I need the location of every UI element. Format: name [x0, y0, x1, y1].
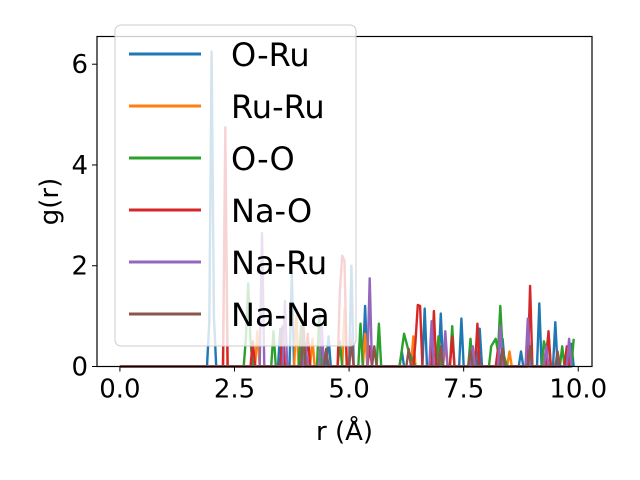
- legend: O-Ru Ru-Ru O-O Na-O Na-Ru Na-Na: [114, 24, 357, 347]
- legend-label-o-o: O-O: [231, 140, 295, 178]
- y-tick-label: 6: [71, 50, 88, 80]
- x-tick-label: 7.5: [443, 375, 484, 405]
- legend-label-na-o: Na-O: [231, 192, 312, 230]
- y-axis: 0 2 4 6: [71, 50, 97, 383]
- legend-label-o-ru: O-Ru: [231, 36, 310, 74]
- x-tick-label: 5.0: [328, 375, 369, 405]
- x-tick-label: 2.5: [214, 375, 255, 405]
- x-axis: 0.0 2.5 5.0 7.5 10.0: [99, 366, 607, 405]
- x-axis-label: r (Å): [316, 415, 373, 447]
- x-tick-label: 10.0: [549, 375, 607, 405]
- y-axis-label: g(r): [35, 178, 65, 225]
- x-tick-label: 0.0: [99, 375, 140, 405]
- y-tick-label: 4: [71, 151, 88, 181]
- legend-label-ru-ru: Ru-Ru: [231, 88, 325, 126]
- legend-label-na-na: Na-Na: [231, 296, 330, 334]
- y-tick-label: 2: [71, 252, 88, 282]
- legend-label-na-ru: Na-Ru: [231, 244, 327, 282]
- y-tick-label: 0: [71, 353, 88, 383]
